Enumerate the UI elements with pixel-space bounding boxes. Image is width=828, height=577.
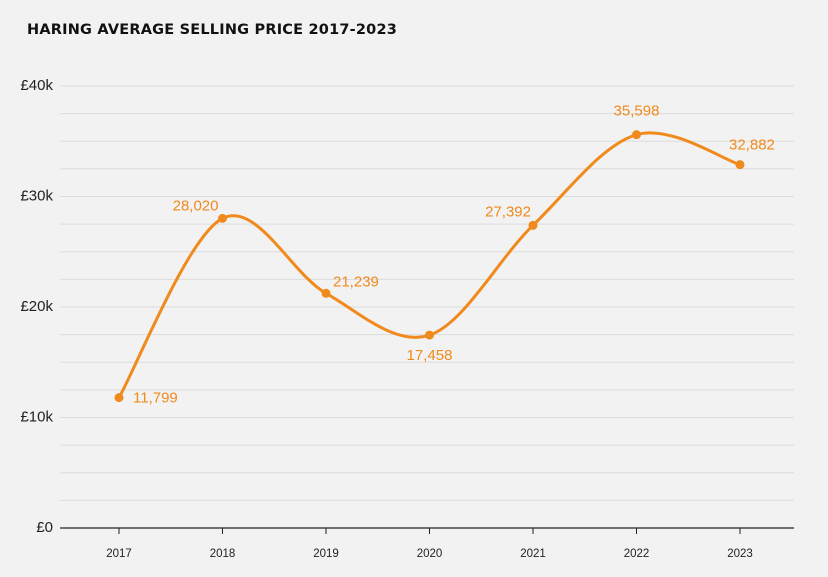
data-point	[114, 393, 124, 403]
x-tick-label: 2022	[624, 548, 650, 560]
data-point	[735, 160, 745, 170]
y-tick-label: £20k	[20, 298, 53, 315]
data-points	[114, 130, 745, 403]
y-tick-label: £40k	[20, 77, 53, 94]
data-label: 35,598	[614, 103, 660, 120]
data-point	[528, 220, 538, 230]
data-label: 11,799	[133, 390, 178, 407]
data-labels: 11,799 28,020 21,239 17,458 27,392 35,598 32,8…	[133, 103, 775, 407]
data-label: 28,020	[173, 197, 219, 214]
data-label: 17,458	[407, 347, 453, 364]
x-tick-label: 2021	[520, 548, 546, 560]
x-tick-label: 2020	[417, 548, 443, 560]
x-tick-label: 2019	[313, 548, 339, 560]
chart-title: HARING AVERAGE SELLING PRICE 2017-2023	[27, 22, 398, 38]
gridlines	[60, 85, 794, 501]
y-axis-tick-labels: £0 £10k £20k £30k £40k	[20, 77, 53, 536]
x-tick-label: 2023	[727, 548, 753, 560]
data-label: 21,239	[333, 273, 379, 290]
data-point	[632, 130, 641, 140]
data-point	[425, 330, 434, 340]
x-tick-label: 2018	[210, 548, 236, 560]
x-axis-ticks: 2017 2018 2019 2020 2021 2022 2023	[106, 528, 753, 560]
data-label: 27,392	[485, 203, 531, 220]
data-point	[218, 213, 227, 223]
data-label: 32,882	[729, 137, 775, 154]
y-tick-label: £10k	[20, 409, 53, 426]
data-point	[321, 288, 331, 298]
series-line	[117, 131, 742, 400]
y-tick-label: £30k	[20, 188, 53, 205]
x-tick-label: 2017	[106, 548, 132, 560]
y-tick-label: £0	[36, 519, 53, 536]
